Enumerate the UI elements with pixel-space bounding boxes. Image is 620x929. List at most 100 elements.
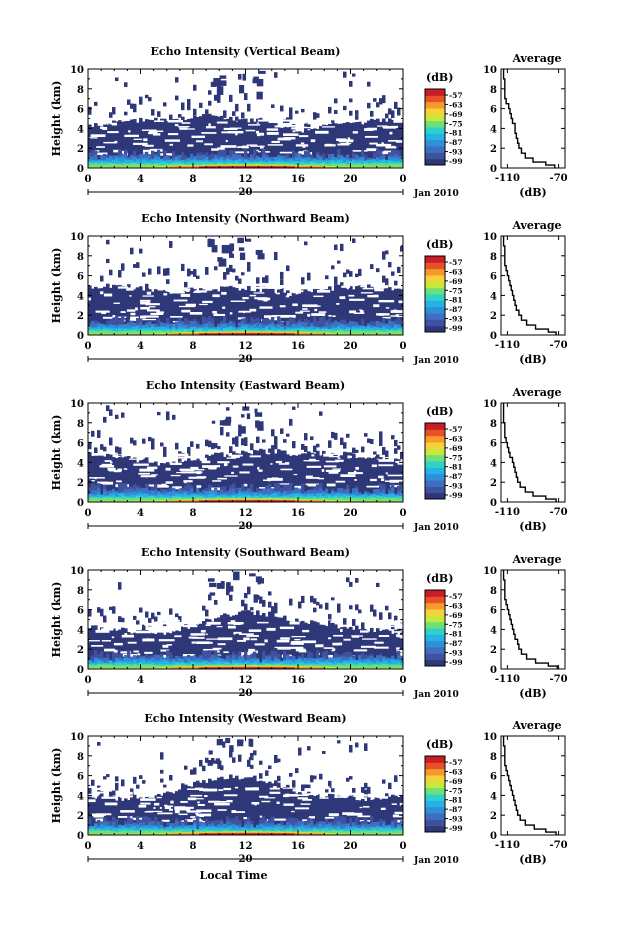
average-x-tick-label: -70 bbox=[550, 674, 568, 685]
heatmap-cell bbox=[257, 426, 264, 431]
heatmap-cell bbox=[179, 288, 191, 291]
heatmap-cell bbox=[181, 102, 185, 111]
heatmap-cell bbox=[97, 607, 101, 613]
heatmap-cell bbox=[271, 449, 275, 502]
heatmap-cell bbox=[286, 667, 290, 669]
heatmap-cell bbox=[237, 146, 244, 148]
heatmap-cell bbox=[367, 457, 371, 502]
heatmap-cell bbox=[322, 124, 326, 168]
heatmap-cell bbox=[385, 472, 388, 475]
heatmap-cell bbox=[214, 667, 218, 669]
heatmap-cell bbox=[323, 453, 334, 457]
heatmap-cell bbox=[238, 310, 251, 313]
heatmap-cell bbox=[135, 307, 138, 311]
heatmap-cell bbox=[102, 127, 108, 130]
heatmap-cell bbox=[157, 665, 161, 669]
heatmap-cell bbox=[179, 468, 194, 471]
heatmap-cell bbox=[252, 287, 267, 289]
heatmap-cell bbox=[96, 146, 105, 148]
heatmap-cell bbox=[205, 289, 212, 291]
heatmap-cell bbox=[148, 462, 152, 502]
colorbar-tick-label: -93 bbox=[449, 649, 463, 658]
heatmap-cell bbox=[311, 313, 326, 316]
heatmap-cell bbox=[376, 102, 380, 108]
heatmap-cell bbox=[220, 286, 224, 335]
heatmap-cell bbox=[182, 625, 198, 628]
y-axis-label: Height (km) bbox=[50, 748, 63, 824]
heatmap-cell bbox=[298, 454, 302, 502]
heatmap-cell bbox=[95, 454, 106, 456]
heatmap-cell bbox=[144, 622, 159, 626]
heatmap-cell bbox=[257, 119, 273, 122]
heatmap-cell bbox=[103, 164, 107, 168]
heatmap-cell bbox=[139, 248, 143, 254]
heatmap-cell bbox=[360, 645, 376, 648]
heatmap-cell bbox=[370, 478, 377, 482]
heatmap-cell bbox=[126, 289, 134, 291]
heatmap-cell bbox=[280, 314, 296, 318]
heatmap-cell bbox=[190, 457, 197, 461]
heatmap-cell bbox=[216, 86, 224, 95]
heatmap-cell bbox=[103, 456, 107, 502]
heatmap-cell bbox=[334, 109, 338, 114]
heatmap-cell bbox=[106, 667, 110, 669]
heatmap-cell bbox=[190, 666, 194, 669]
heatmap-cell bbox=[358, 667, 362, 669]
heatmap-cell bbox=[268, 166, 272, 168]
heatmap-cell bbox=[187, 666, 191, 669]
heatmap-cell bbox=[154, 331, 158, 335]
heatmap-cell bbox=[109, 331, 113, 335]
heatmap-cell bbox=[262, 500, 266, 502]
heatmap-cell bbox=[334, 276, 338, 285]
heatmap-cell bbox=[307, 130, 311, 168]
heatmap-cell bbox=[100, 500, 104, 502]
heatmap-cell bbox=[233, 631, 242, 634]
heatmap-cell bbox=[302, 145, 306, 148]
heatmap-cell bbox=[145, 630, 149, 669]
heatmap-cell bbox=[187, 451, 191, 458]
heatmap-cell bbox=[367, 631, 371, 669]
heatmap-cell bbox=[328, 330, 332, 335]
heatmap-cell bbox=[117, 286, 129, 289]
heatmap-cell bbox=[94, 500, 98, 502]
heatmap-cell bbox=[201, 460, 211, 464]
heatmap-cell bbox=[317, 289, 331, 293]
average-x-label: (dB) bbox=[519, 186, 546, 199]
heatmap-cell bbox=[397, 667, 401, 669]
heatmap-cell bbox=[118, 333, 122, 335]
heatmap-cell bbox=[259, 615, 263, 669]
heatmap-cell bbox=[346, 269, 350, 274]
heatmap-cell bbox=[163, 290, 167, 335]
heatmap-cell bbox=[190, 118, 194, 168]
heatmap-cell bbox=[233, 571, 240, 581]
heatmap-cell bbox=[154, 665, 158, 669]
heatmap-cell bbox=[169, 333, 173, 335]
heatmap-cell bbox=[340, 243, 344, 252]
heatmap-cell bbox=[235, 166, 239, 168]
heatmap-cell bbox=[347, 472, 363, 475]
date-label: Jan 2010 bbox=[413, 523, 459, 533]
heatmap-cell bbox=[278, 463, 289, 465]
heatmap-cell bbox=[364, 498, 368, 502]
heatmap-cell bbox=[205, 333, 209, 335]
heatmap-cell bbox=[241, 438, 245, 446]
heatmap-cell bbox=[127, 333, 131, 335]
heatmap-cell bbox=[328, 614, 332, 620]
heatmap-cell bbox=[136, 166, 140, 168]
heatmap-cell bbox=[190, 165, 194, 168]
heatmap-cell bbox=[352, 447, 356, 454]
heatmap-cell bbox=[271, 606, 275, 613]
colorbar-segment bbox=[425, 268, 445, 276]
colorbar-tick-label: -87 bbox=[449, 138, 463, 147]
heatmap-cell bbox=[226, 454, 230, 502]
heatmap-cell bbox=[234, 151, 249, 154]
heatmap-cell bbox=[112, 652, 116, 669]
heatmap-cell bbox=[393, 120, 403, 123]
heatmap-cell bbox=[398, 300, 403, 304]
heatmap-cell bbox=[352, 164, 356, 168]
heatmap-cell bbox=[364, 288, 368, 335]
heatmap-cell bbox=[129, 627, 142, 631]
heatmap-cell bbox=[202, 289, 206, 335]
heatmap-cell bbox=[88, 498, 92, 502]
heatmap-cell bbox=[163, 293, 168, 296]
